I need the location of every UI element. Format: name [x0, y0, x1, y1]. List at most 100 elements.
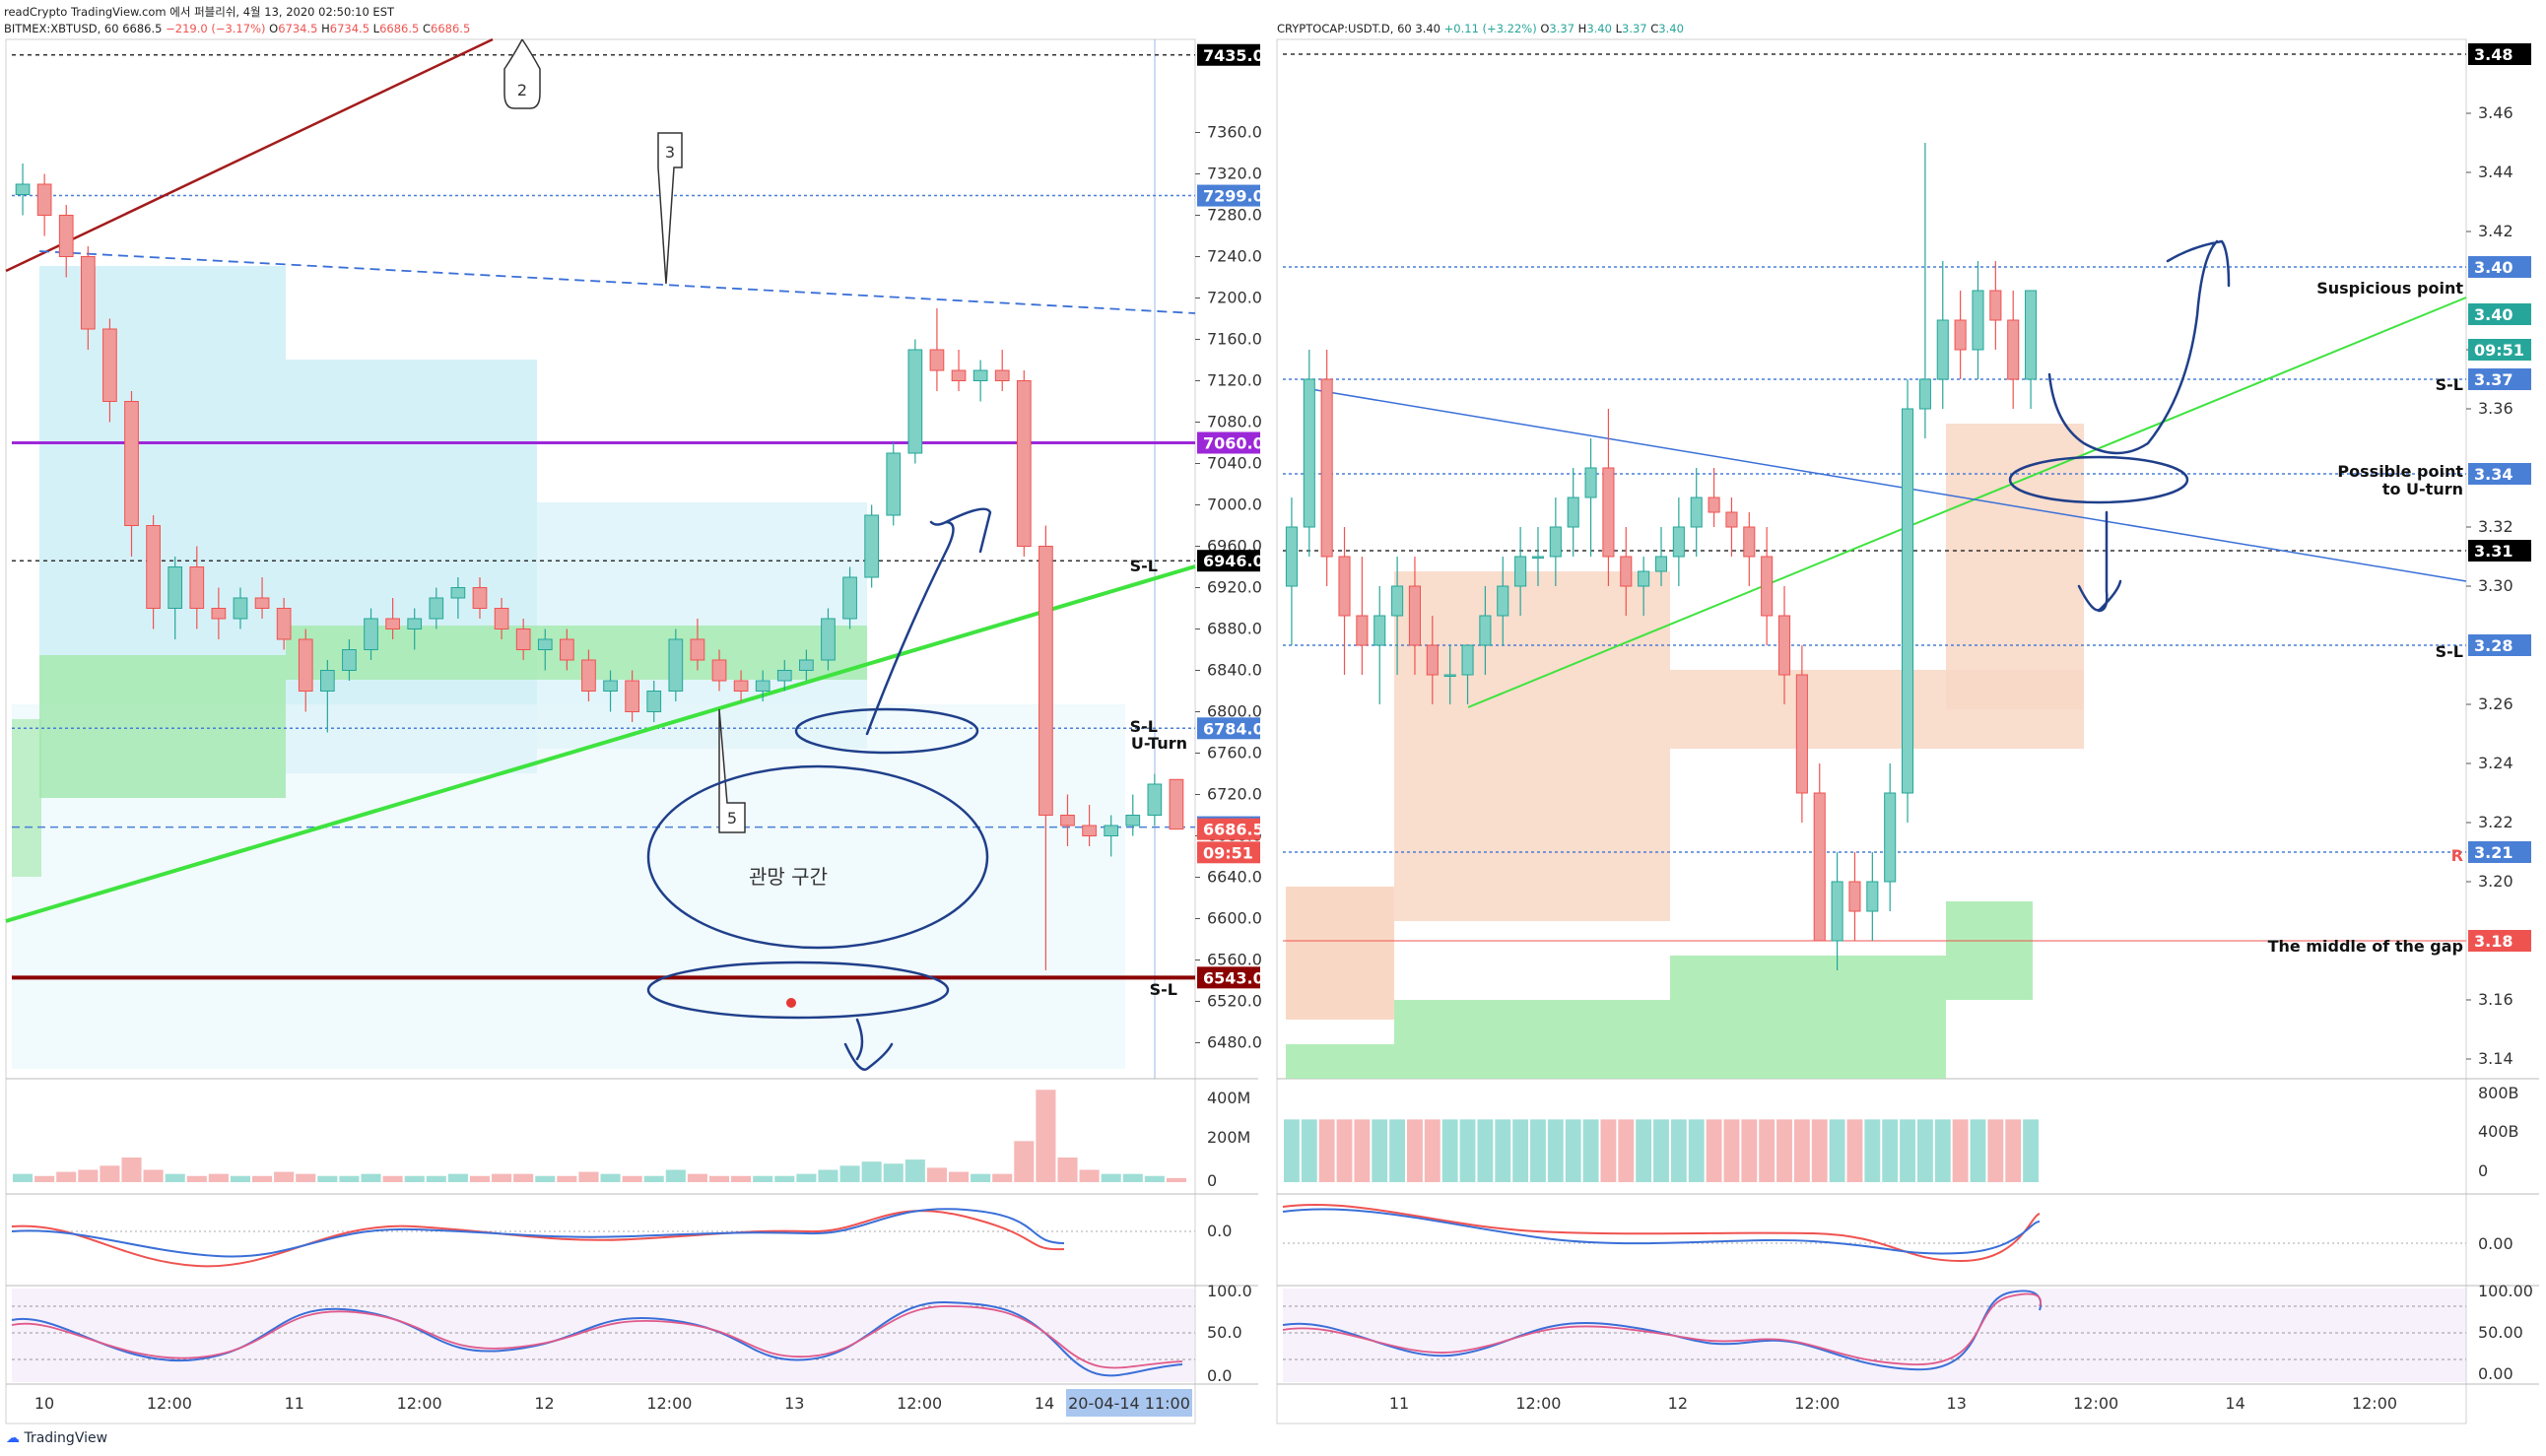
right-candle [1690, 496, 1703, 528]
right-volume-bar [1284, 1119, 1300, 1182]
left-volume-bar [426, 1175, 446, 1182]
left-rsi-band [12, 1289, 1195, 1382]
right-volume-bar [1723, 1119, 1740, 1182]
tradingview-cloud-icon: ☁ [6, 1430, 20, 1446]
right-price-tag-box [2468, 339, 2531, 361]
right-price-tick: 3.42 [2478, 222, 2513, 240]
right-candle [1672, 526, 1685, 558]
right-volume-bar [1900, 1119, 1915, 1182]
right-price-tick: 3.16 [2478, 990, 2513, 1009]
right-price-axis[interactable]: 3.463.443.423.383.363.323.303.263.243.22… [2466, 103, 2513, 1068]
left-price-tick: 6840.0 [1207, 661, 1262, 680]
right-volume-bar [1741, 1119, 1758, 1182]
right-volume-bar [1512, 1119, 1529, 1182]
left-volume-bar [643, 1175, 664, 1182]
left-volume-bar [274, 1171, 295, 1182]
left-volume-bar [78, 1169, 99, 1182]
left-candles [15, 164, 1184, 970]
left-volume-bar [1166, 1177, 1186, 1182]
right-candle [1989, 290, 2002, 321]
left-macd-signal [11, 1210, 1065, 1268]
right-time-tick: 12:00 [2073, 1394, 2118, 1413]
right-symbol-header: CRYPTOCAP:USDT.D, 60 3.40 +0.11 (+3.22%)… [1277, 22, 1684, 35]
right-volume-bar [1424, 1119, 1440, 1182]
right-volume-bar [1441, 1119, 1458, 1182]
left-price-tag: 7435.0 [1203, 46, 1264, 65]
left-price-axis[interactable]: 7360.0 7320.0 7280.0 7240.0 7200.0 7160.0 7120… [1195, 123, 1262, 1052]
down-arrow-hand [843, 1018, 894, 1071]
right-time-tick: 11 [1389, 1394, 1409, 1413]
left-volume-bar [731, 1175, 752, 1182]
left-candle [80, 256, 96, 330]
right-price-tag-box [2468, 256, 2531, 278]
right-price-tag: 3.31 [2474, 542, 2512, 561]
right-candle [1531, 556, 1545, 559]
left-volume-bar [100, 1165, 120, 1182]
right-candle [1285, 526, 1298, 587]
left-green-zone-1 [39, 655, 286, 798]
left-symbol-header: BITMEX:XBTUSD, 60 6686.5 −219.0 (−3.17%)… [4, 22, 471, 35]
uturn-point-ellipse [2008, 455, 2189, 504]
left-candle [319, 670, 335, 692]
watch-zone-ellipse [646, 764, 989, 950]
label-sl-6543: S-L [1150, 980, 1177, 999]
right-volume-bar [1829, 1119, 1845, 1182]
left-time-cursor: 20-04-14 11:00 [1068, 1394, 1190, 1413]
left-price-tick: 6760.0 [1207, 744, 1262, 762]
left-volume-bar [252, 1175, 273, 1182]
left-candle [168, 566, 183, 609]
right-macd-line [1282, 1208, 2041, 1255]
left-candle [690, 638, 705, 661]
callout-5: 5 [727, 809, 737, 827]
left-candle [994, 369, 1010, 381]
right-volume-bar [1301, 1119, 1317, 1182]
right-time-axis[interactable]: 11 12:00 12 12:00 13 12:00 14 12:00 [1389, 1394, 2397, 1413]
left-candle [1060, 815, 1075, 827]
right-candle [1654, 556, 1668, 572]
right-candle [2007, 319, 2020, 380]
left-volume-bar [774, 1175, 795, 1182]
left-candle [1016, 380, 1032, 547]
right-candle [1725, 511, 1738, 528]
left-volume-bar [665, 1169, 686, 1182]
left-time-axis[interactable]: 10 12:00 11 12:00 12 12:00 13 12:00 14 [34, 1394, 1054, 1413]
label-sl-337: S-L [2436, 375, 2463, 394]
left-volume-bar [382, 1175, 403, 1182]
left-volume-bar [339, 1175, 360, 1182]
left-volume-bar [121, 1158, 142, 1182]
left-volume-bar [883, 1163, 904, 1182]
right-price-tick: 3.14 [2478, 1049, 2513, 1068]
left-candle [1147, 783, 1163, 816]
left-price-tag-box [1197, 431, 1260, 454]
right-candle [1338, 556, 1351, 617]
right-candle [1743, 526, 1756, 558]
left-candle [450, 587, 466, 599]
right-stoch-k [1282, 1290, 2043, 1371]
right-price-tick: 3.36 [2478, 399, 2513, 418]
right-price-tag: 3.34 [2474, 465, 2512, 484]
left-price-tick: 6720.0 [1207, 785, 1262, 804]
right-volume-bar [1934, 1119, 1951, 1182]
right-price-tag: 3.48 [2474, 45, 2512, 64]
right-candle [1602, 467, 1615, 558]
right-annotations: Suspicious point S-L Possible point to U… [2008, 239, 2463, 956]
left-volume-bar [904, 1159, 925, 1182]
sl-6543-ellipse [646, 960, 950, 1020]
uturn-ellipse [794, 707, 979, 755]
right-box-salmon-0 [1286, 887, 1394, 1020]
left-last: 6686.5 [122, 22, 163, 35]
right-volume-bar [1653, 1119, 1669, 1182]
right-volume-bar [1811, 1119, 1828, 1182]
right-volume-bar [1582, 1119, 1599, 1182]
left-volume-bar [469, 1175, 491, 1182]
left-candle [581, 659, 596, 692]
left-volume-bar [1079, 1169, 1100, 1182]
right-volume-bar [1636, 1119, 1652, 1182]
right-blue-trendline [1309, 388, 2467, 582]
right-candle [1761, 556, 1774, 617]
left-green-zone-0 [12, 719, 41, 877]
left-candle [189, 566, 205, 609]
left-volume-bar [948, 1171, 970, 1182]
left-price-tick: 7040.0 [1207, 454, 1262, 473]
